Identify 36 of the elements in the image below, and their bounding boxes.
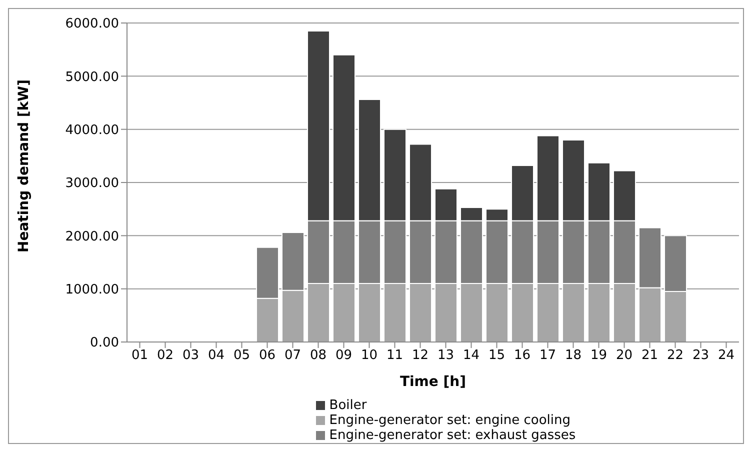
x-tick-label: 05: [233, 348, 250, 364]
x-axis-title: Time [h]: [400, 374, 466, 390]
x-tick-label: 12: [412, 348, 429, 364]
x-tick-label: 06: [258, 348, 276, 364]
x-tick-label: 23: [692, 348, 710, 364]
x-tick-label: 08: [310, 348, 327, 364]
x-tick-label: 24: [718, 348, 735, 364]
legend-label: Boiler: [329, 398, 367, 413]
x-tick-label: 19: [590, 348, 608, 364]
x-tick-label: 11: [386, 348, 404, 364]
legend-label: Engine-generator set: exhaust gasses: [329, 428, 576, 443]
y-tick-label: 0.00: [90, 336, 119, 351]
x-tick-label: 17: [539, 348, 556, 364]
x-tick-label: 15: [488, 348, 506, 364]
y-axis-title: Heating demand [kW]: [16, 80, 32, 252]
x-tick-label: 20: [616, 348, 633, 364]
y-tick-label: 1000.00: [65, 282, 119, 298]
x-tick-label: 07: [284, 348, 302, 364]
x-tick-label: 13: [437, 348, 454, 364]
x-tick-label: 03: [182, 348, 200, 364]
legend-label: Engine-generator set: engine cooling: [329, 413, 570, 428]
x-tick-label: 04: [208, 348, 225, 364]
x-tick-label: 09: [335, 348, 352, 364]
x-tick-label: 14: [462, 348, 480, 364]
y-tick-label: 4000.00: [65, 122, 119, 138]
x-tick-label: 02: [156, 348, 174, 364]
x-tick-label: 22: [666, 348, 684, 364]
x-tick-label: 18: [564, 348, 582, 364]
x-tick-label: 10: [360, 348, 378, 364]
y-tick-label: 5000.00: [65, 70, 119, 85]
x-tick-label: 21: [641, 348, 658, 364]
x-tick-label: 16: [514, 348, 531, 364]
y-tick-label: 3000.00: [65, 176, 119, 192]
x-tick-label: 01: [131, 348, 148, 364]
y-tick-label: 2000.00: [65, 229, 119, 244]
y-tick-label: 6000.00: [65, 16, 119, 32]
